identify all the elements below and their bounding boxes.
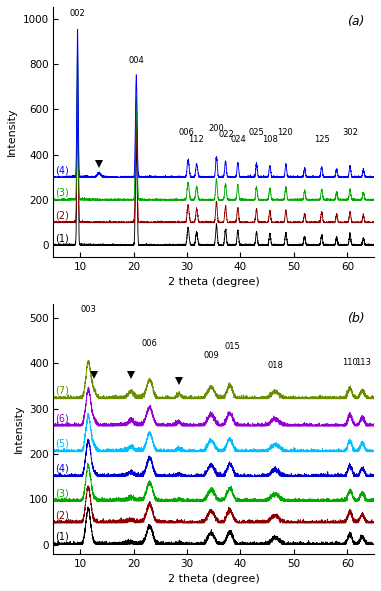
Text: (4): (4) (55, 165, 69, 175)
Text: (3): (3) (55, 188, 69, 198)
Text: 006: 006 (178, 128, 194, 137)
Text: 025: 025 (249, 128, 264, 137)
Text: 125: 125 (314, 135, 330, 144)
Text: 002: 002 (70, 9, 85, 18)
Text: 003: 003 (80, 306, 96, 314)
Text: 022: 022 (218, 131, 234, 139)
Text: (b): (b) (347, 312, 365, 325)
Text: (a): (a) (347, 15, 365, 28)
Text: 009: 009 (203, 350, 219, 360)
Text: 200: 200 (208, 124, 224, 132)
Text: (6): (6) (55, 413, 69, 423)
Text: 110: 110 (342, 358, 358, 366)
Text: 015: 015 (224, 342, 240, 350)
X-axis label: 2 theta (degree): 2 theta (degree) (168, 574, 259, 584)
Text: 024: 024 (231, 135, 246, 144)
Text: (1): (1) (55, 233, 69, 243)
Text: (2): (2) (55, 510, 69, 520)
Text: 112: 112 (188, 135, 203, 144)
Y-axis label: Intensity: Intensity (7, 108, 17, 157)
Text: (4): (4) (55, 464, 69, 474)
Text: 006: 006 (142, 339, 158, 348)
Text: (7): (7) (55, 386, 69, 396)
Text: 113: 113 (355, 358, 371, 366)
Text: 004: 004 (128, 56, 144, 65)
Y-axis label: Intensity: Intensity (13, 405, 24, 453)
Text: (5): (5) (55, 439, 69, 449)
X-axis label: 2 theta (degree): 2 theta (degree) (168, 277, 259, 287)
Text: 302: 302 (342, 128, 358, 137)
Text: (1): (1) (55, 532, 69, 542)
Text: 120: 120 (277, 128, 293, 137)
Text: (2): (2) (55, 210, 69, 220)
Text: 018: 018 (267, 361, 283, 370)
Text: 108: 108 (263, 135, 279, 144)
Text: (3): (3) (55, 488, 69, 498)
